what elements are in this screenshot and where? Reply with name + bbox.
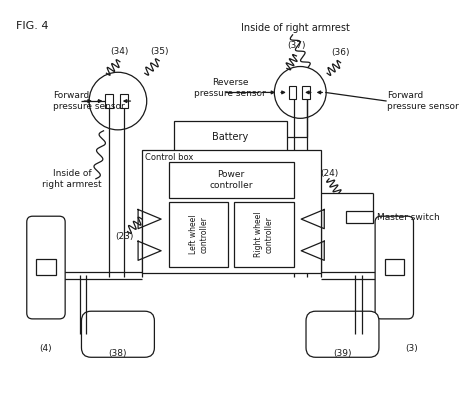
Text: Inside of right armrest: Inside of right armrest bbox=[241, 23, 350, 33]
Bar bbox=[385, 260, 404, 275]
FancyBboxPatch shape bbox=[375, 216, 413, 319]
Text: (36): (36) bbox=[331, 48, 350, 57]
FancyBboxPatch shape bbox=[82, 311, 155, 357]
Bar bbox=[346, 211, 373, 223]
Text: (39): (39) bbox=[333, 349, 352, 358]
Bar bbox=[120, 94, 128, 108]
Text: Forward
pressure sensor: Forward pressure sensor bbox=[387, 91, 458, 111]
Text: Power
controller: Power controller bbox=[210, 170, 253, 190]
Text: (35): (35) bbox=[150, 47, 168, 56]
Bar bbox=[289, 86, 296, 99]
Text: Reverse
pressure sensor: Reverse pressure sensor bbox=[194, 77, 266, 98]
Text: Battery: Battery bbox=[212, 132, 248, 141]
Bar bbox=[36, 260, 55, 275]
Text: Left wheel
controller: Left wheel controller bbox=[189, 215, 208, 254]
Text: Forward
pressure sensor: Forward pressure sensor bbox=[53, 91, 125, 111]
Text: (38): (38) bbox=[109, 349, 127, 358]
Text: (4): (4) bbox=[40, 344, 52, 353]
Text: Control box: Control box bbox=[145, 153, 193, 162]
Bar bbox=[169, 162, 293, 198]
FancyBboxPatch shape bbox=[27, 216, 65, 319]
Text: Master switch: Master switch bbox=[377, 213, 440, 222]
Bar bbox=[169, 202, 228, 267]
Bar bbox=[302, 86, 310, 99]
Text: (3): (3) bbox=[405, 344, 418, 353]
Bar bbox=[234, 202, 293, 267]
Text: FIG. 4: FIG. 4 bbox=[16, 21, 49, 32]
FancyBboxPatch shape bbox=[306, 311, 379, 357]
Text: (23): (23) bbox=[116, 232, 134, 241]
Text: (34): (34) bbox=[110, 47, 129, 56]
Bar bbox=[142, 150, 321, 273]
Text: Right wheel
controller: Right wheel controller bbox=[254, 212, 273, 257]
Text: (24): (24) bbox=[320, 169, 338, 179]
Bar bbox=[105, 94, 113, 108]
Text: Inside of
right armrest: Inside of right armrest bbox=[42, 169, 102, 189]
Text: (37): (37) bbox=[287, 41, 306, 50]
Bar bbox=[173, 121, 287, 152]
